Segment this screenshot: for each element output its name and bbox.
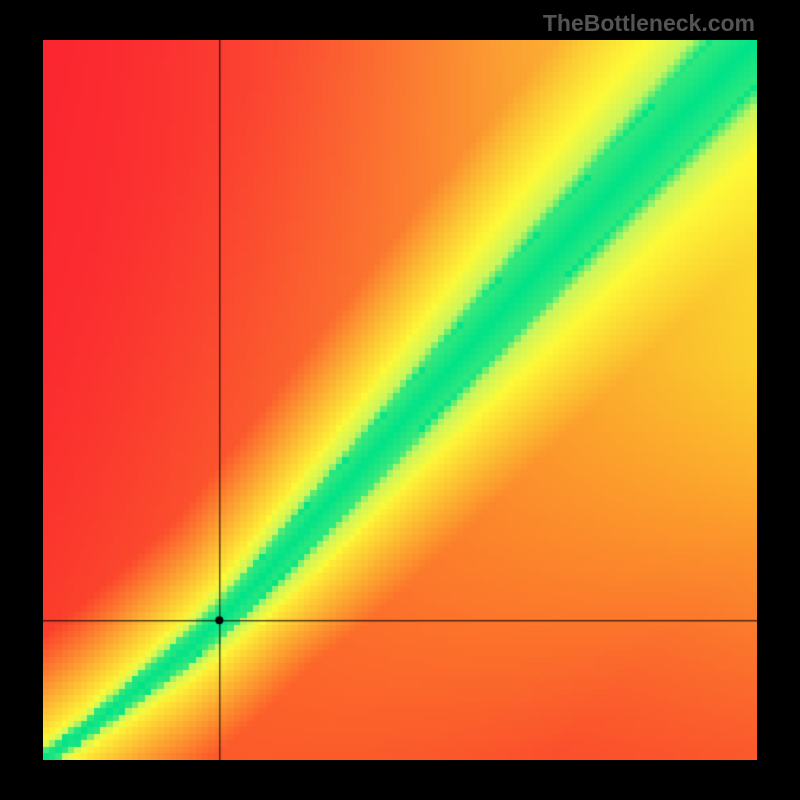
bottleneck-heatmap [43,40,757,760]
watermark-text: TheBottleneck.com [543,10,755,37]
